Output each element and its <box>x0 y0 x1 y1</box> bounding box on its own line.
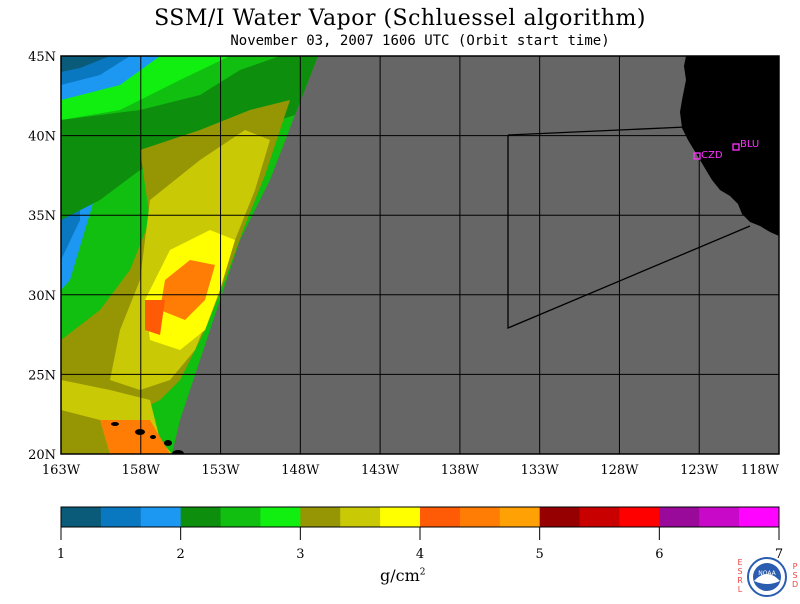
colorbar-swatch <box>420 507 461 527</box>
domain-outline-2 <box>507 135 751 329</box>
logo-text: NOAA <box>758 570 776 577</box>
lon-label: 123W <box>680 463 719 478</box>
colorbar-tick-label: 3 <box>296 547 304 562</box>
lon-label: 158W <box>122 463 161 478</box>
lon-label: 148W <box>281 463 320 478</box>
lon-label: 128W <box>600 463 639 478</box>
colorbar-swatch <box>699 507 740 527</box>
hawaiian-islands <box>111 422 184 454</box>
noaa-logo: NOAA <box>730 555 800 600</box>
lat-label: 25N <box>28 368 56 383</box>
lat-label: 35N <box>28 209 56 224</box>
lon-label: 153W <box>201 463 240 478</box>
map-title: SSM/I Water Vapor (Schluessel algorithm) <box>154 6 646 31</box>
water-vapor-swath <box>61 56 318 454</box>
lon-label: 138W <box>441 463 480 478</box>
station-blu-label: BLU <box>740 139 759 150</box>
station-markers <box>693 143 740 160</box>
lat-label: 40N <box>28 130 56 145</box>
map-frame <box>60 55 780 455</box>
station-blu-marker <box>732 143 740 151</box>
lat-lon-grid <box>61 56 779 454</box>
colorbar-ticks: 1 2 3 4 5 6 7 <box>57 527 783 562</box>
colorbar-tick-label: 6 <box>655 547 663 562</box>
colorbar-swatch <box>499 507 541 527</box>
domain-outline <box>507 126 687 136</box>
colorbar-tick-label: 5 <box>536 547 544 562</box>
colorbar <box>61 507 780 527</box>
colorbar-swatch <box>539 507 581 527</box>
colorbar-swatch <box>100 507 142 527</box>
lon-label: 163W <box>42 463 81 478</box>
colorbar-swatch <box>739 507 780 527</box>
lon-label: 118W <box>741 463 780 478</box>
colorbar-swatch <box>180 507 222 527</box>
lat-label: 45N <box>28 50 56 65</box>
colorbar-swatch <box>579 507 620 527</box>
colorbar-swatch <box>61 507 102 527</box>
colorbar-units: g/cm2 <box>380 566 426 585</box>
map-plot-area: CZD BLU <box>61 56 779 454</box>
colorbar-swatch <box>619 507 660 527</box>
colorbar-swatch <box>260 507 301 527</box>
colorbar-swatch <box>659 507 700 527</box>
colorbar-tick-label: 1 <box>57 547 65 562</box>
colorbar-swatch <box>340 507 381 527</box>
colorbar-swatch <box>459 507 501 527</box>
colorbar-swatch <box>220 507 261 527</box>
colorbar-swatch <box>140 507 182 527</box>
lat-label: 30N <box>28 289 56 304</box>
latitude-labels: 45N 40N 35N 30N 25N 20N <box>28 50 56 463</box>
lon-label: 133W <box>521 463 560 478</box>
map-subtitle: November 03, 2007 1606 UTC (Orbit start … <box>230 33 610 49</box>
colorbar-tick-label: 7 <box>775 547 783 562</box>
longitude-labels: 163W 158W 153W 148W 143W 138W 133W 128W 123W 118W <box>42 463 780 478</box>
lon-label: 143W <box>361 463 400 478</box>
colorbar-tick-label: 4 <box>416 547 424 562</box>
lat-label: 20N <box>28 448 56 463</box>
station-czd-marker <box>693 152 701 160</box>
station-czd-label: CZD <box>701 150 723 161</box>
colorbar-swatch <box>380 507 421 527</box>
colorbar-tick-label: 2 <box>177 547 185 562</box>
colorbar-swatch <box>300 507 341 527</box>
land-north-america <box>680 56 779 236</box>
